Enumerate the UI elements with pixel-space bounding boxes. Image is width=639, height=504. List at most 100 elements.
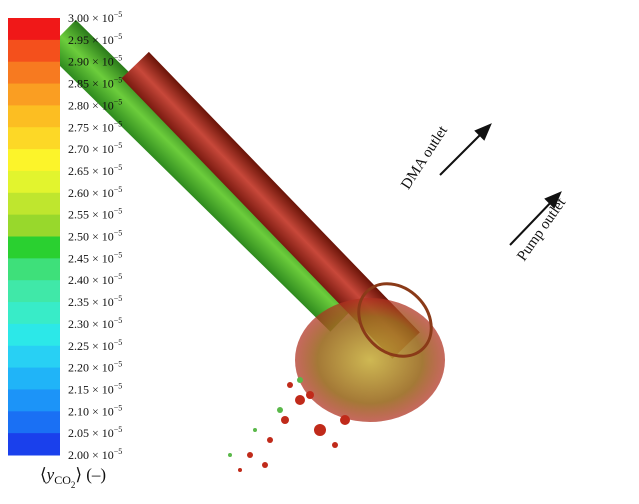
tick-label: 2.95× 10−5 [68,32,122,47]
mantissa: 2.15 [68,382,89,396]
tick-label: 2.25× 10−5 [68,338,122,353]
color-band [8,193,60,215]
tick-label: 2.50× 10−5 [68,229,122,244]
tick-label: 2.10× 10−5 [68,403,122,418]
base: × 10 [92,382,114,396]
exponent: −5 [114,229,123,238]
base: × 10 [92,361,114,375]
mantissa: 2.55 [68,208,89,222]
color-band [8,258,60,280]
color-band [8,40,60,62]
exponent: −5 [114,360,123,369]
exponent: −5 [114,163,123,172]
color-band [8,171,60,193]
base: × 10 [92,251,114,265]
exponent: −5 [114,250,123,259]
color-band [8,105,60,127]
color-band [8,237,60,259]
color-band [8,324,60,346]
base: × 10 [92,273,114,287]
tick-label: 2.15× 10−5 [68,381,122,396]
mantissa: 2.20 [68,361,89,375]
color-band [8,18,60,40]
tick-label: 2.30× 10−5 [68,316,122,331]
dma-label: DMA outlet [398,123,451,193]
exponent: −5 [114,447,123,456]
figure: DMA outlet Pump outlet 3.00× 10−52.95× 1… [0,0,639,499]
mantissa: 3.00 [68,11,89,25]
mantissa: 2.65 [68,164,89,178]
pump-label: Pump outlet [514,195,569,265]
tick-label: 2.05× 10−5 [68,425,122,440]
mantissa: 2.60 [68,186,89,200]
tick-label: 2.45× 10−5 [68,250,122,265]
mantissa: 2.00 [68,448,89,462]
color-band [8,127,60,149]
color-band [8,302,60,324]
color-band [8,280,60,302]
exponent: −5 [114,425,123,434]
base: × 10 [92,11,114,25]
base: × 10 [92,317,114,331]
tick-label: 2.00× 10−5 [68,447,122,462]
exponent: −5 [114,32,123,41]
color-band [8,215,60,237]
exponent: −5 [114,97,123,106]
label-close: ⟩ (–) [75,465,106,484]
exponent: −5 [114,316,123,325]
mantissa: 2.30 [68,317,89,331]
mantissa: 2.95 [68,33,89,47]
base: × 10 [92,208,114,222]
exponent: −5 [114,381,123,390]
color-band [8,149,60,171]
color-band [8,368,60,390]
mantissa: 2.50 [68,230,89,244]
mantissa: 2.85 [68,77,89,91]
color-band [8,411,60,433]
colorbar-label: ⟨yCO2⟩ (–) [40,465,106,490]
base: × 10 [92,339,114,353]
label-sub: CO [54,473,71,487]
mantissa: 2.90 [68,55,89,69]
label-open: ⟨ [40,465,47,484]
exponent: −5 [114,403,123,412]
mantissa: 2.45 [68,251,89,265]
color-band [8,433,60,455]
base: × 10 [92,77,114,91]
base: × 10 [92,186,114,200]
tick-label: 2.20× 10−5 [68,360,122,375]
base: × 10 [92,426,114,440]
mantissa: 2.40 [68,273,89,287]
color-band [8,62,60,84]
base: × 10 [92,164,114,178]
mantissa: 2.80 [68,98,89,112]
base: × 10 [92,120,114,134]
exponent: −5 [114,338,123,347]
mantissa: 2.10 [68,404,89,418]
base: × 10 [92,33,114,47]
exponent: −5 [114,141,123,150]
simulation-render: DMA outlet Pump outlet [45,20,570,472]
base: × 10 [92,295,114,309]
tick-label: 3.00× 10−5 [68,10,122,25]
droplets-green [228,377,303,457]
base: × 10 [92,142,114,156]
base: × 10 [92,55,114,69]
tick-label: 2.55× 10−5 [68,207,122,222]
color-band [8,346,60,368]
color-band [8,389,60,411]
exponent: −5 [114,76,123,85]
tick-label: 2.60× 10−5 [68,185,122,200]
exponent: −5 [114,207,123,216]
base: × 10 [92,404,114,418]
exponent: −5 [114,294,123,303]
base: × 10 [92,448,114,462]
base: × 10 [92,230,114,244]
tick-label: 2.40× 10−5 [68,272,122,287]
mantissa: 2.35 [68,295,89,309]
inlet-cylinder [295,298,445,422]
exponent: −5 [114,272,123,281]
base: × 10 [92,98,114,112]
mantissa: 2.70 [68,142,89,156]
tick-label: 2.70× 10−5 [68,141,122,156]
